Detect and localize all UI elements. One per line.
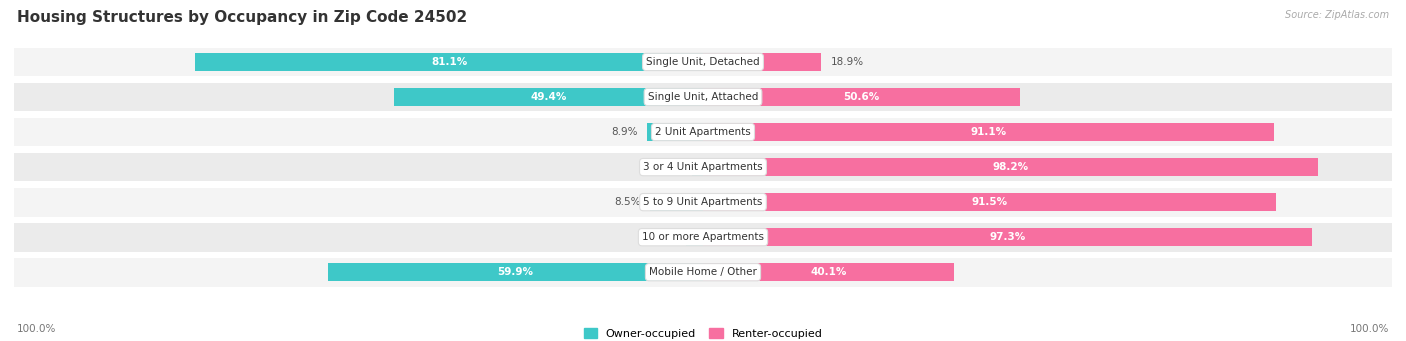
Bar — [14, 258, 1392, 286]
Text: 8.9%: 8.9% — [612, 127, 638, 137]
Bar — [14, 153, 1392, 181]
Bar — [650, 193, 703, 211]
Text: 50.6%: 50.6% — [844, 92, 880, 102]
Text: Mobile Home / Other: Mobile Home / Other — [650, 267, 756, 277]
Bar — [692, 158, 703, 176]
Legend: Owner-occupied, Renter-occupied: Owner-occupied, Renter-occupied — [579, 324, 827, 341]
Bar — [394, 88, 703, 106]
Bar — [647, 123, 703, 141]
Text: 5 to 9 Unit Apartments: 5 to 9 Unit Apartments — [644, 197, 762, 207]
Text: 1.8%: 1.8% — [655, 162, 682, 172]
Bar — [703, 193, 1277, 211]
Bar — [703, 228, 1312, 246]
Text: 40.1%: 40.1% — [810, 267, 846, 277]
Text: 49.4%: 49.4% — [530, 92, 567, 102]
Bar — [14, 188, 1392, 217]
Text: 97.3%: 97.3% — [990, 232, 1026, 242]
Text: 3 or 4 Unit Apartments: 3 or 4 Unit Apartments — [643, 162, 763, 172]
Text: 81.1%: 81.1% — [430, 57, 467, 67]
Text: 100.0%: 100.0% — [17, 324, 56, 334]
Bar — [703, 158, 1317, 176]
Bar — [195, 53, 703, 71]
Text: 59.9%: 59.9% — [498, 267, 533, 277]
Text: 2 Unit Apartments: 2 Unit Apartments — [655, 127, 751, 137]
Text: 91.1%: 91.1% — [970, 127, 1007, 137]
Bar — [14, 48, 1392, 76]
Text: 10 or more Apartments: 10 or more Apartments — [643, 232, 763, 242]
Text: 2.7%: 2.7% — [650, 232, 676, 242]
Bar — [328, 263, 703, 281]
Bar — [703, 53, 821, 71]
Text: 98.2%: 98.2% — [993, 162, 1029, 172]
Text: 100.0%: 100.0% — [1350, 324, 1389, 334]
Text: 18.9%: 18.9% — [831, 57, 863, 67]
Text: Housing Structures by Occupancy in Zip Code 24502: Housing Structures by Occupancy in Zip C… — [17, 10, 467, 25]
Bar — [703, 123, 1274, 141]
Bar — [14, 118, 1392, 146]
Bar — [703, 88, 1019, 106]
Bar — [14, 83, 1392, 112]
Bar — [686, 228, 703, 246]
Bar — [14, 223, 1392, 252]
Text: 8.5%: 8.5% — [614, 197, 640, 207]
Text: 91.5%: 91.5% — [972, 197, 1008, 207]
Text: Single Unit, Detached: Single Unit, Detached — [647, 57, 759, 67]
Text: Single Unit, Attached: Single Unit, Attached — [648, 92, 758, 102]
Bar — [703, 263, 955, 281]
Text: Source: ZipAtlas.com: Source: ZipAtlas.com — [1285, 10, 1389, 20]
